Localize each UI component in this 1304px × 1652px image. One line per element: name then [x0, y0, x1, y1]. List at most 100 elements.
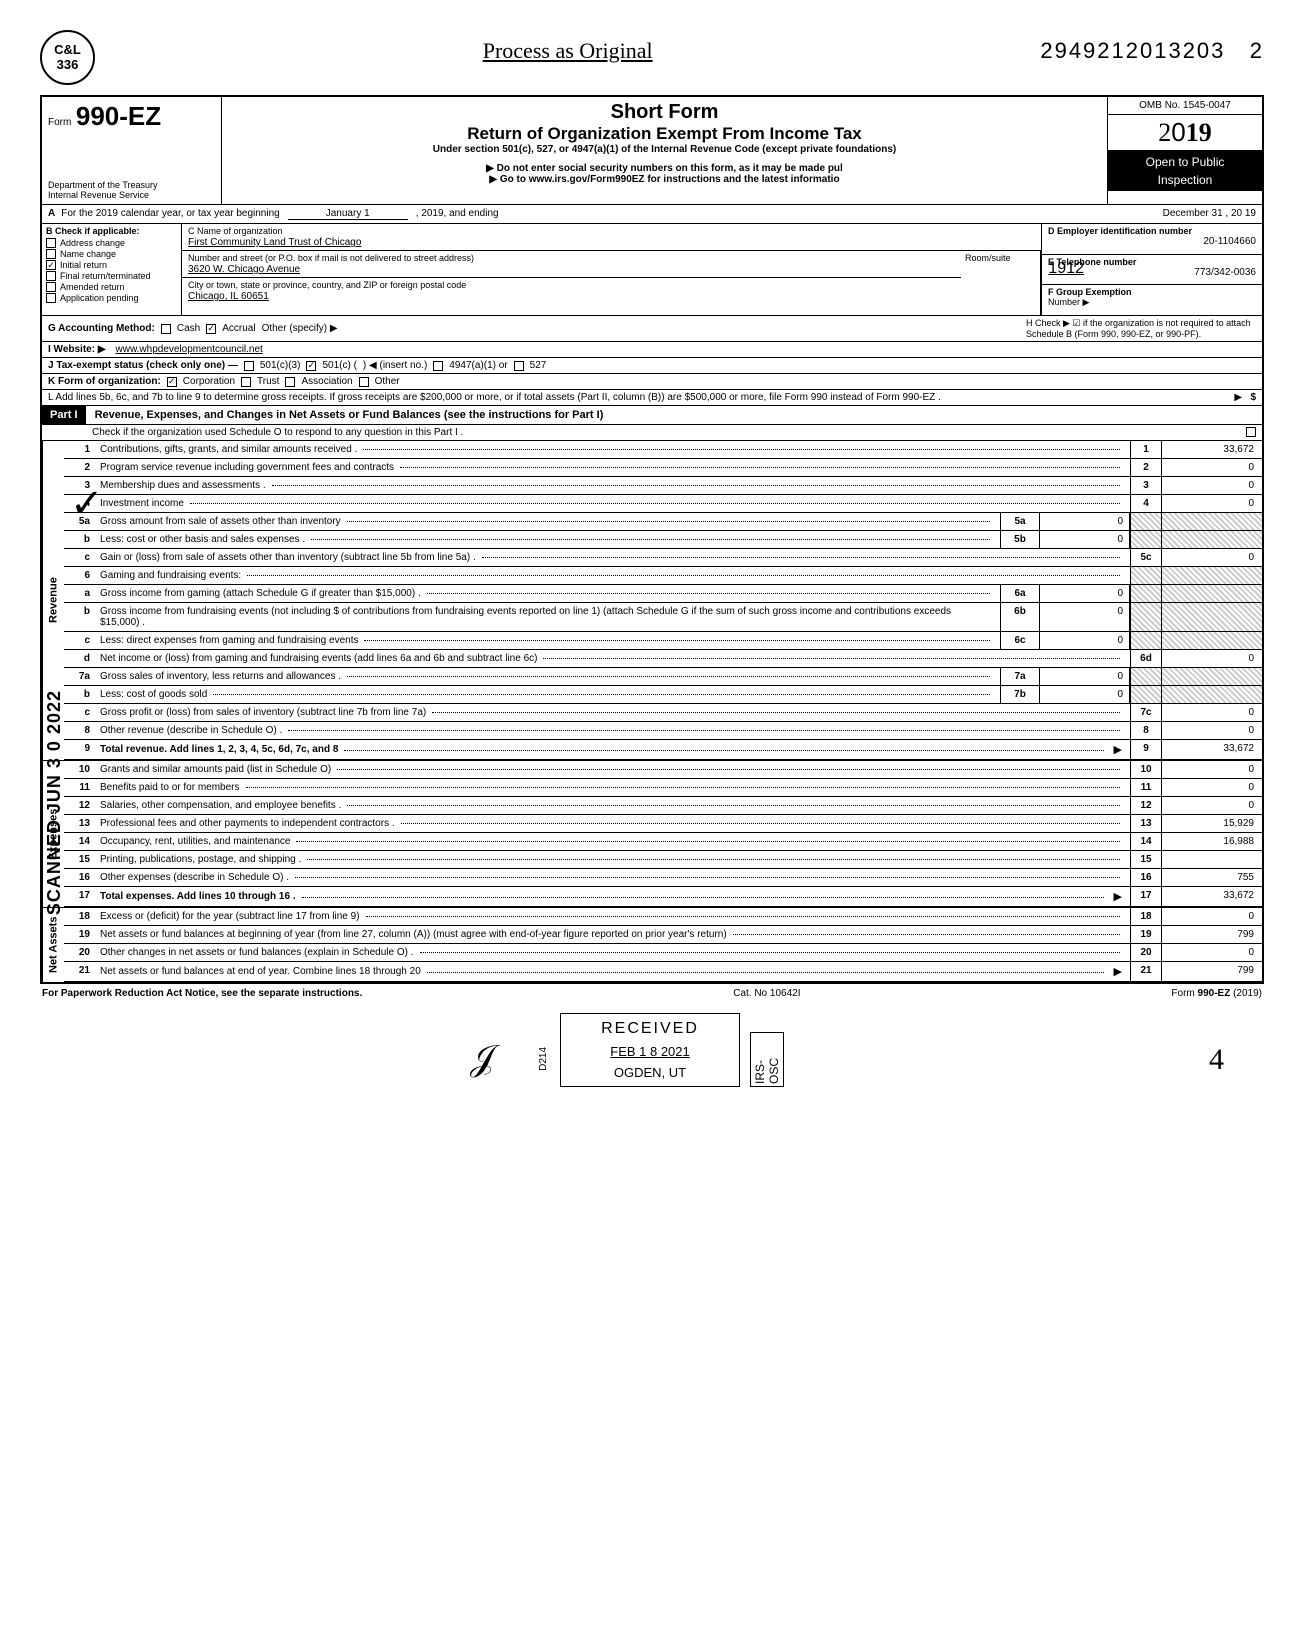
assoc-checkbox[interactable] [285, 377, 295, 387]
end-shaded-val [1162, 531, 1262, 548]
line-desc: Investment income [96, 495, 1130, 512]
row-k-label: K Form of organization: [48, 376, 161, 387]
open-public: Open to Public [1108, 151, 1262, 173]
end-val: 0 [1162, 944, 1262, 961]
col-f-number: Number ▶ [1048, 297, 1089, 307]
other-org-label: Other [375, 376, 400, 387]
checkbox[interactable] [46, 293, 56, 303]
line-desc: Gaming and fundraising events: [96, 567, 1130, 584]
website-val: www.whpdevelopmentcouncil.net [116, 344, 263, 355]
row-k: K Form of organization: ✓Corporation Tru… [42, 374, 1262, 390]
cash-label: Cash [177, 323, 200, 334]
mid-val: 0 [1040, 603, 1130, 631]
line-desc: Salaries, other compensation, and employ… [96, 797, 1130, 814]
received-location: OGDEN, UT [567, 1065, 733, 1080]
row-g-label: G Accounting Method: [48, 323, 155, 334]
checkbox[interactable]: ✓ [46, 260, 56, 270]
501c3-checkbox[interactable] [244, 361, 254, 371]
part1-sub: Check if the organization used Schedule … [42, 425, 1262, 441]
end-shaded [1130, 513, 1162, 530]
end-num: 17 [1130, 887, 1162, 906]
end-shaded-val [1162, 585, 1262, 602]
netassets-section: Net Assets 18Excess or (deficit) for the… [42, 908, 1262, 982]
line-desc: Other revenue (describe in Schedule O) . [96, 722, 1130, 739]
checkbox-label: Name change [60, 249, 116, 259]
line-desc: Gross sales of inventory, less returns a… [96, 668, 1000, 685]
501c-checkbox[interactable]: ✓ [306, 361, 316, 371]
line-desc: Gross income from gaming (attach Schedul… [96, 585, 1000, 602]
checkbox-row: Application pending [46, 293, 177, 303]
top-number: 2949212013203 2 [1040, 38, 1264, 64]
trust-checkbox[interactable] [241, 377, 251, 387]
checkbox[interactable] [46, 282, 56, 292]
col-b: B Check if applicable: Address changeNam… [42, 224, 182, 315]
line-num: 20 [64, 944, 96, 961]
mid-val: 0 [1040, 632, 1130, 649]
cash-checkbox[interactable] [161, 324, 171, 334]
line-num: 6 [64, 567, 96, 584]
end-num: 10 [1130, 761, 1162, 778]
checkbox-label: Address change [60, 238, 125, 248]
line-desc: Membership dues and assessments . [96, 477, 1130, 494]
line-num: 8 [64, 722, 96, 739]
row-l-arrow: ▶ [1234, 392, 1242, 403]
checkbox[interactable] [46, 238, 56, 248]
end-val: 755 [1162, 869, 1262, 886]
process-title: Process as Original [95, 38, 1040, 64]
501c-label: 501(c) ( [322, 360, 356, 371]
end-val: 15,929 [1162, 815, 1262, 832]
accrual-checkbox[interactable]: ✓ [206, 324, 216, 334]
mid-num: 5a [1000, 513, 1040, 530]
line-desc: Benefits paid to or for members [96, 779, 1130, 796]
room-suite: Room/suite [961, 251, 1041, 315]
street-label: Number and street (or P.O. box if mail i… [188, 253, 474, 263]
4947-checkbox[interactable] [433, 361, 443, 371]
received-title: RECEIVED [567, 1020, 733, 1038]
expenses-side-label: Expenses [42, 761, 64, 907]
end-val: 0 [1162, 908, 1262, 925]
line-desc: Grants and similar amounts paid (list in… [96, 761, 1130, 778]
form-line: 17Total expenses. Add lines 10 through 1… [64, 887, 1262, 907]
return-title: Return of Organization Exempt From Incom… [230, 124, 1099, 144]
form-line: 4Investment income40 [64, 495, 1262, 513]
col-f: F Group Exemption Number ▶ [1042, 285, 1262, 315]
short-form-title: Short Form [230, 101, 1099, 124]
form-line: 6Gaming and fundraising events: [64, 567, 1262, 585]
other-org-checkbox[interactable] [359, 377, 369, 387]
form-line: 13Professional fees and other payments t… [64, 815, 1262, 833]
org-name: First Community Land Trust of Chicago [188, 237, 1035, 248]
signature-squiggle: 𝒥 [470, 1037, 495, 1080]
form-line: 7aGross sales of inventory, less returns… [64, 668, 1262, 686]
end-num: 21 [1130, 962, 1162, 981]
row-l-text: L Add lines 5b, 6c, and 7b to line 9 to … [48, 392, 941, 403]
end-num: 4 [1130, 495, 1162, 512]
checkbox-row: Amended return [46, 282, 177, 292]
row-a-mid2: , 2019, and ending [416, 208, 499, 220]
subtitle: Under section 501(c), 527, or 4947(a)(1)… [230, 144, 1099, 155]
527-label: 527 [530, 360, 547, 371]
form-line: 18Excess or (deficit) for the year (subt… [64, 908, 1262, 926]
end-shaded [1130, 686, 1162, 703]
line-desc: Other expenses (describe in Schedule O) … [96, 869, 1130, 886]
end-val: 16,988 [1162, 833, 1262, 850]
end-val: 0 [1162, 779, 1262, 796]
line-num: 17 [64, 887, 96, 906]
form-ref: Form 990-EZ (2019) [1171, 988, 1262, 999]
line-num: 13 [64, 815, 96, 832]
mid-val: 0 [1040, 585, 1130, 602]
form-line: bLess: cost or other basis and sales exp… [64, 531, 1262, 549]
form-line: 2Program service revenue including gover… [64, 459, 1262, 477]
end-shaded-val [1162, 668, 1262, 685]
irs-osc-stamp: IRS-OSC [750, 1032, 784, 1087]
end-val: 799 [1162, 926, 1262, 943]
checkbox[interactable] [46, 271, 56, 281]
corp-checkbox[interactable]: ✓ [167, 377, 177, 387]
schedule-o-checkbox[interactable] [1246, 427, 1256, 437]
col-d-label: D Employer identification number [1048, 226, 1192, 236]
line-desc: Gross amount from sale of assets other t… [96, 513, 1000, 530]
mid-num: 6a [1000, 585, 1040, 602]
527-checkbox[interactable] [514, 361, 524, 371]
501c3-label: 501(c)(3) [260, 360, 301, 371]
checkbox[interactable] [46, 249, 56, 259]
row-l-dollar: $ [1250, 392, 1256, 403]
